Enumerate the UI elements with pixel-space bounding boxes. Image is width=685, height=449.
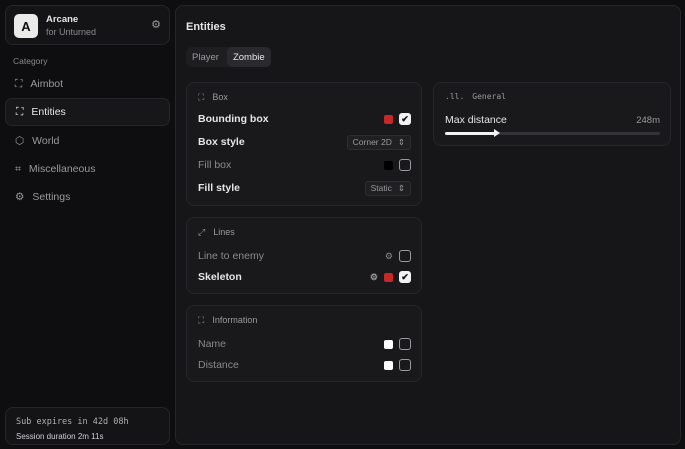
- section-title: General: [472, 92, 506, 101]
- tab-zombie[interactable]: Zombie: [226, 47, 271, 67]
- gear-icon[interactable]: ⚙: [384, 250, 393, 261]
- brand-card: A Arcane for Unturned ⚙: [5, 5, 170, 45]
- bounding-box-label: Bounding box: [198, 113, 269, 125]
- sidebar-item-miscellaneous[interactable]: ⌗ Miscellaneous: [5, 155, 170, 183]
- sidebar-item-settings[interactable]: ⚙ Settings: [5, 183, 170, 211]
- box-icon: ⛶: [198, 92, 205, 102]
- section-title: Box: [212, 92, 228, 102]
- sidebar-item-label: World: [32, 135, 60, 147]
- gear-icon: ⚙: [15, 191, 25, 203]
- distance-checkbox[interactable]: [399, 359, 411, 371]
- sidebar-item-label: Settings: [32, 191, 71, 203]
- main-panel: Entities Player Zombie ⛶ Box Bounding box…: [175, 5, 681, 445]
- chevron-updown-icon: ⇕: [397, 136, 405, 147]
- sidebar-item-label: Aimbot: [30, 78, 64, 90]
- max-distance-slider[interactable]: [445, 129, 660, 137]
- globe-icon: ⬡: [15, 135, 25, 147]
- fill-style-label: Fill style: [198, 182, 241, 194]
- max-distance-label: Max distance: [445, 114, 507, 126]
- subscription-card: Sub expires in 42d 08h Session duration …: [5, 407, 170, 445]
- fill-box-checkbox[interactable]: [399, 159, 411, 171]
- skeleton-color-swatch[interactable]: [384, 272, 393, 282]
- fill-box-label: Fill box: [198, 159, 232, 171]
- slider-thumb[interactable]: [493, 129, 500, 137]
- app-subtitle: for Unturned: [46, 27, 97, 37]
- sidebar-item-label: Entities: [31, 106, 66, 118]
- sidebar-item-entities[interactable]: ⛶ Entities: [5, 98, 170, 126]
- section-title: Information: [212, 315, 258, 325]
- settings-gear-icon[interactable]: ⚙: [151, 19, 161, 31]
- name-checkbox[interactable]: [399, 338, 411, 350]
- distance-color-swatch[interactable]: [384, 360, 393, 370]
- app-name: Arcane: [46, 14, 79, 25]
- box-style-select[interactable]: Corner 2D ⇕: [346, 134, 411, 150]
- section-title: Lines: [213, 227, 235, 237]
- skeleton-label: Skeleton: [198, 271, 242, 283]
- fill-color-swatch[interactable]: [384, 160, 393, 170]
- entity-tabs: Player Zombie: [186, 47, 271, 67]
- box-section: ⛶ Box Bounding box ✔ Box style Corner 2D ⇕ F…: [186, 82, 422, 206]
- grid-icon: ⌗: [15, 162, 21, 175]
- line-to-enemy-checkbox[interactable]: [399, 250, 411, 262]
- skeleton-checkbox[interactable]: ✔: [399, 271, 411, 283]
- box-style-label: Box style: [198, 136, 245, 148]
- lines-section: ⤢ Lines Line to enemy ⚙ Skeleton ⚙ ✔: [186, 217, 422, 294]
- session-duration: Session duration 2m 11s: [16, 432, 104, 441]
- sidebar-item-aimbot[interactable]: ⛶ Aimbot: [5, 70, 170, 98]
- chart-icon: .ll.: [445, 92, 465, 101]
- sub-expiry: Sub expires in 42d 08h: [16, 417, 129, 427]
- chevron-updown-icon: ⇕: [397, 182, 405, 193]
- bounding-box-checkbox[interactable]: ✔: [399, 113, 411, 125]
- fill-style-select[interactable]: Static ⇕: [364, 180, 411, 196]
- tab-player[interactable]: Player: [192, 51, 219, 63]
- distance-label: Distance: [198, 359, 239, 371]
- max-distance-value: 248m: [636, 114, 660, 126]
- line-to-enemy-label: Line to enemy: [198, 250, 264, 262]
- page-title: Entities: [186, 21, 226, 33]
- info-icon: ⛶: [198, 315, 205, 325]
- general-section: .ll. General Max distance 248m: [433, 82, 671, 146]
- information-section: ⛶ Information Name Distance: [186, 305, 422, 382]
- sidebar-item-label: Miscellaneous: [28, 163, 96, 175]
- gear-icon[interactable]: ⚙: [369, 271, 378, 282]
- bounding-color-swatch[interactable]: [384, 114, 393, 124]
- name-color-swatch[interactable]: [384, 339, 393, 349]
- app-logo: A: [14, 14, 38, 38]
- sidebar-item-world[interactable]: ⬡ World: [5, 127, 170, 155]
- crosshair-icon: ⛶: [15, 77, 23, 90]
- line-icon: ⤢: [198, 227, 206, 237]
- category-label: Category: [13, 56, 48, 66]
- scan-face-icon: ⛶: [16, 105, 24, 118]
- slider-fill: [445, 129, 500, 137]
- name-label: Name: [198, 338, 227, 350]
